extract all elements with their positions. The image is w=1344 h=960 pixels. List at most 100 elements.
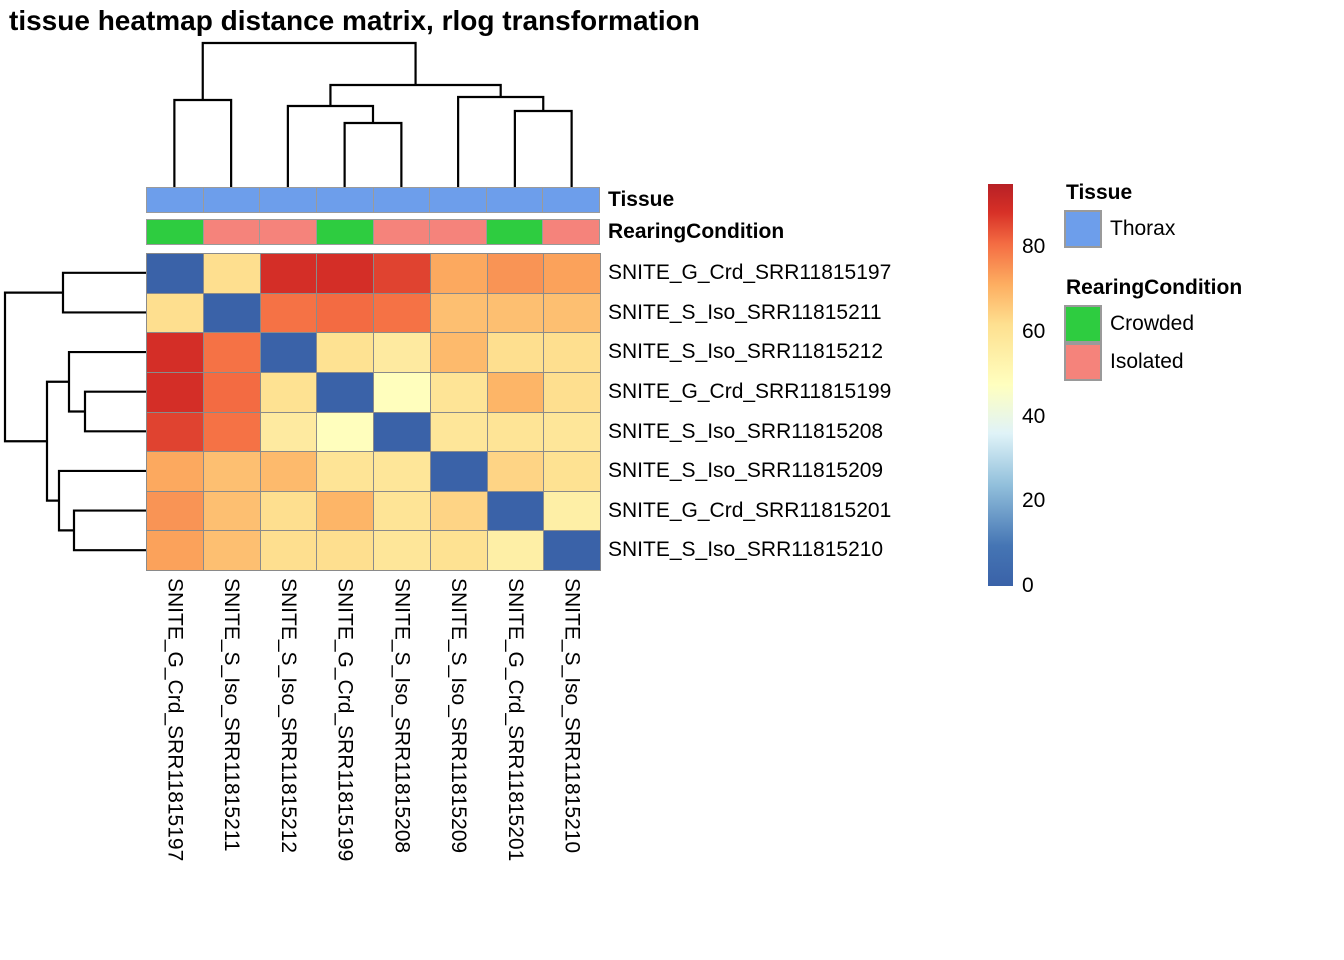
rearing-condition-annotation-label: RearingCondition <box>608 220 785 243</box>
heatmap-cell <box>429 411 488 453</box>
heatmap-cell <box>429 332 488 373</box>
heatmap-cell <box>146 451 204 492</box>
heatmap-cell <box>429 253 488 294</box>
heatmap-cell <box>316 253 374 294</box>
heatmap-grid <box>146 253 601 571</box>
annotation-cell <box>429 219 487 245</box>
annotation-cell <box>202 187 261 213</box>
legend-item: Thorax <box>1064 210 1284 248</box>
tissue-annotation-bar <box>146 187 600 213</box>
heatmap-cell <box>486 253 545 294</box>
heatmap-cell <box>146 253 204 294</box>
column-label: SNITE_G_Crd_SRR11815197 <box>163 578 187 862</box>
legend-color-swatch <box>1064 210 1102 248</box>
heatmap-cell <box>146 332 204 373</box>
heatmap-cell <box>486 332 545 373</box>
legend-item-label: Isolated <box>1110 350 1184 373</box>
heatmap-cell <box>543 292 601 334</box>
legend-color-swatch <box>1064 305 1102 343</box>
rearing-condition-annotation-bar <box>146 219 600 245</box>
heatmap-cell <box>373 253 431 294</box>
heatmap-cell <box>373 530 431 571</box>
column-labels: SNITE_G_Crd_SRR11815197 SNITE_S_Iso_SRR11… <box>146 578 600 958</box>
annotation-cell <box>372 187 431 213</box>
heatmap-cell <box>486 411 545 453</box>
heatmap-cell <box>202 411 261 453</box>
heatmap-cell <box>543 332 601 373</box>
heatmap-cell <box>429 490 488 532</box>
heatmap-cell <box>146 371 204 413</box>
annotation-cell <box>202 219 261 245</box>
column-label: SNITE_G_Crd_SRR11815201 <box>503 578 527 862</box>
legend-group-title: RearingCondition <box>1066 276 1243 299</box>
heatmap-cell <box>259 292 318 334</box>
heatmap-cell <box>202 332 261 373</box>
heatmap-cell <box>429 451 488 492</box>
heatmap-cell <box>429 371 488 413</box>
legend: Tissue Thorax RearingCondition Crowded Isola… <box>1064 0 1344 500</box>
column-label: SNITE_S_Iso_SRR11815210 <box>560 578 584 854</box>
heatmap-cell <box>543 490 601 532</box>
heatmap-cell <box>259 411 318 453</box>
heatmap-cell <box>486 371 545 413</box>
colorbar-tick-label: 80 <box>1022 235 1046 259</box>
column-label: SNITE_S_Iso_SRR11815211 <box>220 578 244 852</box>
heatmap-cell <box>316 490 374 532</box>
heatmap-cell <box>259 332 318 373</box>
heatmap-cell <box>202 490 261 532</box>
annotation-cell <box>315 219 374 245</box>
heatmap-cell <box>373 332 431 373</box>
heatmap-cell <box>316 332 374 373</box>
heatmap-cell <box>259 530 318 571</box>
heatmap-cell <box>259 253 318 294</box>
annotation-cell <box>542 187 600 213</box>
heatmap-cell <box>543 411 601 453</box>
heatmap-cell <box>429 530 488 571</box>
heatmap-cell <box>316 411 374 453</box>
column-label: SNITE_G_Crd_SRR11815199 <box>333 578 357 862</box>
tissue-annotation-label: Tissue <box>608 188 675 211</box>
legend-color-swatch <box>1064 343 1102 381</box>
heatmap-cell <box>543 253 601 294</box>
row-label: SNITE_S_Iso_SRR11815210 <box>608 538 884 562</box>
legend-item-label: Crowded <box>1110 312 1195 335</box>
annotation-cell <box>259 219 317 245</box>
legend-item: Isolated <box>1064 343 1284 381</box>
annotation-cell <box>146 219 204 245</box>
annotation-cell <box>259 187 317 213</box>
row-label: SNITE_S_Iso_SRR11815208 <box>608 419 884 443</box>
annotation-cell <box>146 187 204 213</box>
colorbar-tick-label: 0 <box>1022 574 1034 597</box>
column-label: SNITE_S_Iso_SRR11815209 <box>447 578 471 854</box>
row-label: SNITE_G_Crd_SRR11815197 <box>608 261 892 284</box>
annotation-cell <box>485 219 544 245</box>
heatmap-cell <box>146 530 204 571</box>
row-label: SNITE_G_Crd_SRR11815201 <box>608 498 892 522</box>
heatmap-cell <box>429 292 488 334</box>
row-label: SNITE_S_Iso_SRR11815211 <box>608 300 882 324</box>
column-label: SNITE_S_Iso_SRR11815208 <box>390 578 414 854</box>
annotation-cell <box>315 187 374 213</box>
heatmap-cell <box>373 371 431 413</box>
heatmap-cell <box>202 530 261 571</box>
heatmap-cell <box>202 451 261 492</box>
colorbar-tick-label: 20 <box>1022 489 1046 513</box>
column-dendrogram <box>173 41 573 187</box>
heatmap-cell <box>146 490 204 532</box>
legend-group-title: Tissue <box>1066 181 1133 204</box>
legend-item: Crowded <box>1064 305 1284 343</box>
heatmap-cell <box>486 451 545 492</box>
row-label: SNITE_S_Iso_SRR11815209 <box>608 459 884 483</box>
heatmap-cell <box>316 451 374 492</box>
heatmap-cell <box>316 530 374 571</box>
heatmap-cell <box>316 371 374 413</box>
legend-item-label: Thorax <box>1110 217 1176 240</box>
heatmap-cell <box>373 292 431 334</box>
row-labels: SNITE_G_Crd_SRR11815197 SNITE_S_Iso_SRR11… <box>608 253 1028 570</box>
heatmap-cell <box>543 530 601 571</box>
heatmap-cell <box>146 411 204 453</box>
heatmap-cell <box>259 451 318 492</box>
row-label: SNITE_G_Crd_SRR11815199 <box>608 379 892 403</box>
annotation-cell <box>542 219 600 245</box>
heatmap-cell <box>259 371 318 413</box>
